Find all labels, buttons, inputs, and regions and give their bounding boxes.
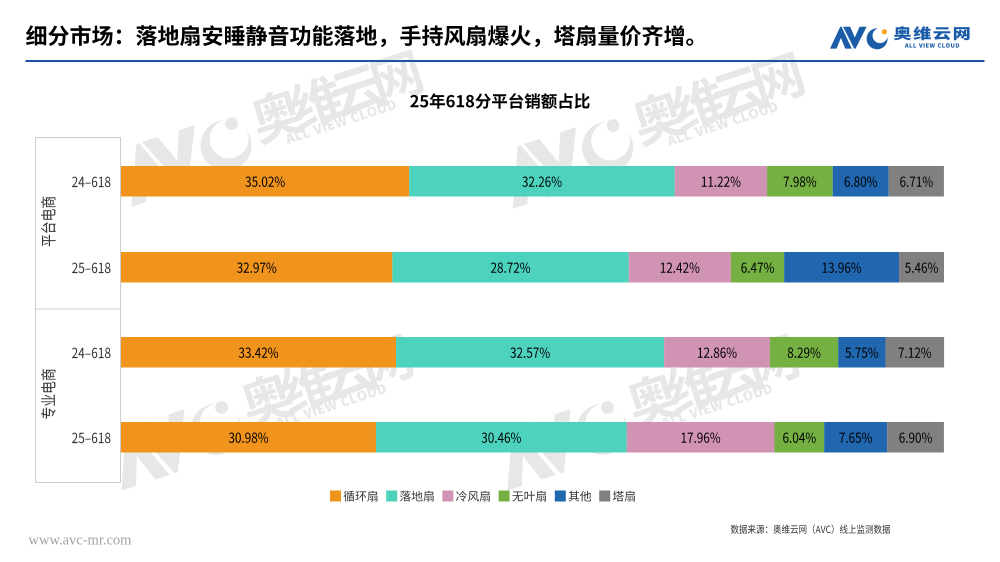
svg-text:www.avc-mr.com: www.avc-mr.com xyxy=(29,533,133,549)
